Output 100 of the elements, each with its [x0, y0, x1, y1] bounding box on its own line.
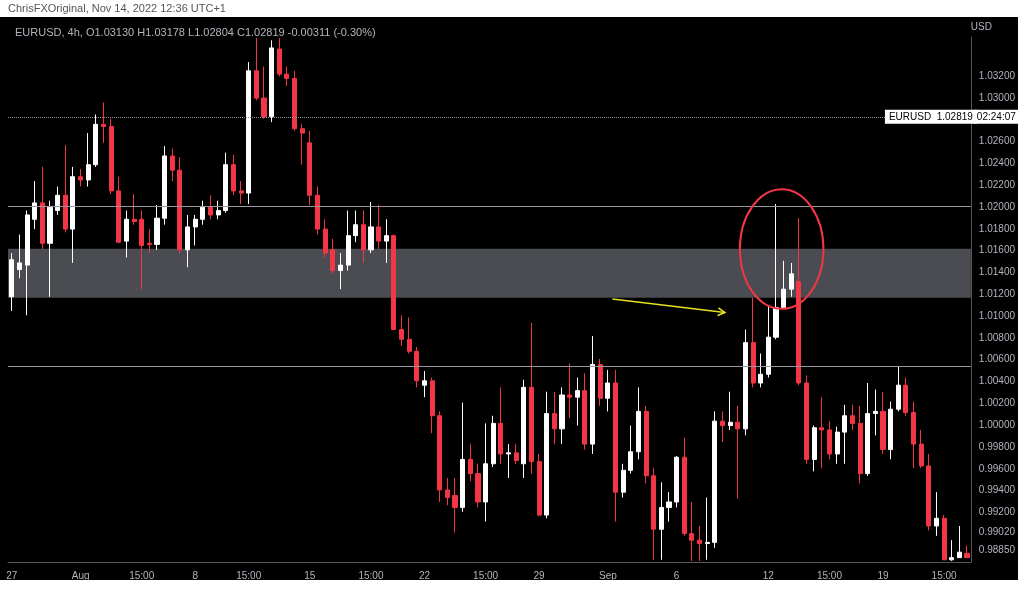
- candlestick: [101, 101, 106, 144]
- y-tick-label: 1.01200: [978, 288, 1016, 299]
- chart-title: EURUSD, 4h, O1.03130 H1.03178 L1.02804 C1.02819 -0.00311 (-0.30%): [15, 25, 376, 38]
- y-tick-label: 0.99200: [978, 506, 1016, 518]
- candlestick: [743, 329, 748, 436]
- candlestick: [896, 366, 901, 412]
- candlestick: [124, 210, 129, 258]
- candlestick: [269, 39, 274, 123]
- candlestick: [735, 405, 740, 500]
- candlestick: [414, 346, 419, 388]
- candlestick: [712, 410, 717, 549]
- candlestick: [185, 214, 190, 268]
- candlestick: [582, 372, 587, 451]
- candlestick: [498, 386, 503, 465]
- candlestick: [674, 455, 679, 508]
- x-tick-label: 29: [533, 569, 546, 581]
- candlestick: [40, 166, 45, 250]
- candlestick: [147, 228, 152, 254]
- candlestick: [116, 176, 121, 244]
- y-tick-label: 1.00200: [978, 397, 1016, 409]
- candlestick: [437, 410, 442, 503]
- candlestick: [949, 539, 954, 562]
- y-tick-label: 1.01800: [978, 222, 1016, 234]
- candlestick: [452, 477, 458, 534]
- candlestick: [261, 65, 267, 120]
- y-tick-label: 1.02200: [978, 178, 1016, 190]
- candlestick: [842, 404, 847, 465]
- candlestick: [361, 210, 366, 264]
- candlestick: [873, 389, 878, 436]
- candlestick: [491, 415, 496, 468]
- candlestick: [254, 37, 259, 101]
- candlestick: [544, 391, 549, 519]
- candlestick: [659, 481, 664, 561]
- candlestick: [223, 152, 228, 214]
- candlestick: [819, 396, 824, 469]
- candlestick: [537, 453, 542, 517]
- candlestick: [330, 238, 335, 275]
- candlestick: [239, 180, 244, 205]
- x-tick-label: 15: [304, 569, 316, 581]
- candlestick: [689, 501, 694, 562]
- y-tick-label: 1.02400: [978, 157, 1016, 169]
- candlestick: [613, 369, 618, 523]
- candlestick: [25, 210, 30, 316]
- candlestick: [132, 193, 137, 226]
- candlestick: [193, 214, 198, 246]
- candlestick: [109, 118, 114, 195]
- text: 02:24:07: [976, 111, 1017, 123]
- candlestick: [926, 453, 931, 531]
- candlestick: [728, 391, 733, 431]
- candlestick: [590, 335, 595, 455]
- y-tick-label: 0.99020: [978, 525, 1016, 537]
- candlestick: [231, 154, 236, 196]
- candlestick: [177, 156, 182, 254]
- candlestick: [139, 210, 144, 290]
- x-tick-label: 15:00: [129, 569, 155, 581]
- candlestick: [514, 443, 519, 465]
- y-tick-label: 0.99400: [978, 484, 1016, 496]
- candlestick: [468, 443, 473, 482]
- candlestick: [644, 405, 649, 484]
- candlestick: [919, 429, 924, 469]
- x-tick-label: 8: [192, 569, 199, 581]
- candlestick: [200, 200, 205, 226]
- candlestick: [368, 201, 374, 254]
- candlestick: [666, 491, 672, 523]
- candlestick: [300, 123, 305, 166]
- candlestick: [284, 65, 289, 87]
- candlestick: [865, 382, 870, 477]
- candlestick: [567, 362, 572, 419]
- y-tick-label: 0.98850: [978, 544, 1016, 556]
- x-tick-label: 15:00: [931, 569, 958, 581]
- candlestick: [636, 386, 641, 460]
- candlestick: [154, 204, 160, 251]
- candlestick: [93, 113, 98, 168]
- y-tick-label: 0.99800: [978, 440, 1016, 452]
- x-tick-label: 22: [418, 569, 431, 581]
- y-tick-label: 1.01600: [978, 244, 1016, 256]
- candlestick: [277, 37, 282, 77]
- candlestick: [86, 132, 91, 188]
- candlestick: [399, 314, 404, 347]
- candlestick: [559, 386, 565, 445]
- candlestick: [705, 497, 710, 561]
- candlestick: [766, 305, 771, 379]
- candlestick: [575, 377, 580, 427]
- x-tick-label: 15:00: [358, 569, 384, 581]
- x-tick-label: 27: [6, 569, 18, 581]
- candlestick: [758, 353, 763, 388]
- candlestick: [63, 144, 68, 233]
- y-tick-label: 1.00400: [978, 375, 1016, 387]
- candlestick: [720, 410, 725, 443]
- candlestick: [338, 252, 343, 290]
- candlestick: [376, 204, 381, 250]
- candlestick: [796, 217, 801, 386]
- candlestick: [170, 147, 175, 182]
- y-tick-label: 1.03000: [978, 91, 1016, 103]
- candlestick: [804, 374, 809, 465]
- candlestick: [208, 194, 213, 220]
- candlestick: [529, 322, 534, 475]
- candlestick: [598, 358, 603, 407]
- y-tick-label: 1.03200: [978, 69, 1016, 81]
- y-axis-title: USD: [970, 20, 992, 32]
